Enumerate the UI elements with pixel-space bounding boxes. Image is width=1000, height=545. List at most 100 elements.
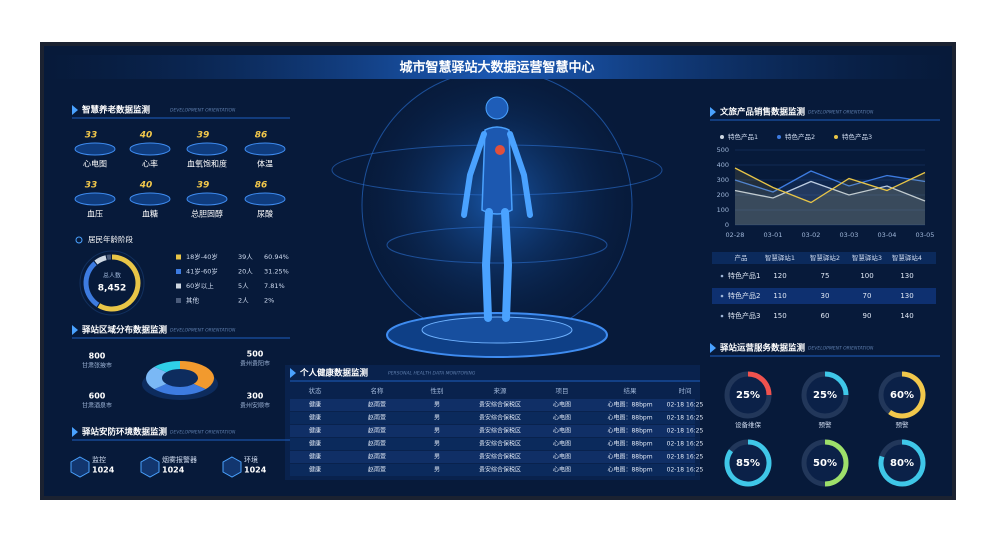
row-bullet <box>720 294 724 298</box>
metric-disc <box>244 142 286 156</box>
gauge-label: 60% <box>890 390 914 401</box>
table-row <box>290 412 695 424</box>
column-header: 名称 <box>371 386 385 395</box>
metric-disc <box>74 192 116 206</box>
y-tick-label: 100 <box>717 206 729 214</box>
age-segment <box>97 254 141 312</box>
table-cell: 60 <box>821 312 830 320</box>
legend-dot <box>720 135 724 139</box>
table-cell: 贵安综合保税区 <box>479 427 521 435</box>
line <box>734 170 926 193</box>
y-tick-label: 500 <box>717 146 729 154</box>
security-name: 烟雾报警器 <box>162 455 197 464</box>
table-cell: 心电图 <box>553 427 571 435</box>
table-cell: 心电图 <box>553 466 571 474</box>
column-header: 来源 <box>494 386 508 395</box>
table-cell: 02-18 16:25 <box>667 441 704 448</box>
column-header: 时间 <box>679 386 692 395</box>
table-cell: 心电图：88bpm <box>607 414 652 422</box>
line <box>734 167 926 204</box>
table-cell: 心电图：88bpm <box>607 466 652 474</box>
legend-dot <box>834 135 838 139</box>
legend-label: 特色产品3 <box>842 132 872 141</box>
platform <box>421 316 573 344</box>
table-cell: 贵安综合保税区 <box>479 453 521 461</box>
section-title: 文旅产品销售数据监测 <box>720 107 806 118</box>
table-cell: 心电图 <box>553 414 571 422</box>
table-cell: 赵雨萱 <box>368 440 386 448</box>
metric-label: 体温 <box>257 159 273 169</box>
header-icon <box>72 427 78 437</box>
table-cell: 赵雨萱 <box>368 414 386 422</box>
total-value: 8,452 <box>98 284 126 294</box>
legend-swatch <box>176 283 181 289</box>
y-tick-label: 300 <box>717 176 729 184</box>
metric-value: 40 <box>139 131 153 141</box>
section-title: 驿站运营服务数据监测 <box>720 343 806 354</box>
table-cell: 健康 <box>309 466 321 474</box>
security-icon <box>222 456 242 478</box>
table-cell: 02-18 16:25 <box>667 467 704 474</box>
metric-label: 总胆固醇 <box>191 209 223 219</box>
table-cell: 健康 <box>309 453 321 461</box>
legend-swatch <box>176 254 181 260</box>
table-cell: 男 <box>434 454 440 461</box>
metric-label: 尿酸 <box>257 209 273 219</box>
legend-label: 特色产品2 <box>785 132 815 141</box>
age-name: 18岁-40岁 <box>186 252 218 261</box>
metric-value: 86 <box>255 131 268 141</box>
region-name: 贵州贵阳市 <box>240 360 270 368</box>
section-subtitle: PERSONAL HEALTH DATA MONITORING <box>388 371 476 377</box>
section-subtitle: DEVELOPMENT ORIENTATION <box>170 430 236 436</box>
bullet <box>75 236 83 244</box>
table-cell: 特色产品3 <box>728 311 760 320</box>
section-title: 智慧养老数据监测 <box>81 105 151 116</box>
age-percent: 31.25% <box>264 268 289 276</box>
table-row <box>712 288 936 304</box>
age-percent: 7.81% <box>264 282 285 290</box>
gauge-arc <box>878 439 926 487</box>
security-name: 环境 <box>244 455 258 464</box>
page-title: 城市智慧驿站大数据运营智慧中心 <box>399 60 594 76</box>
region-value: 600 <box>89 392 106 401</box>
header-icon <box>710 343 716 353</box>
table-cell: 120 <box>773 272 786 280</box>
y-tick-label: 0 <box>725 221 729 229</box>
table-cell: 贵安综合保税区 <box>479 440 521 448</box>
header-icon <box>72 105 78 115</box>
security-icon <box>70 456 90 478</box>
table-cell: 健康 <box>309 440 321 448</box>
column-header: 项目 <box>556 387 569 395</box>
section-subtitle: DEVELOPMENT ORIENTATION <box>170 328 236 334</box>
table-cell: 赵雨萱 <box>368 401 386 409</box>
table-cell: 130 <box>900 272 913 280</box>
age-count: 39人 <box>238 253 253 261</box>
metric-label: 血压 <box>87 209 103 219</box>
table-cell: 02-18 16:25 <box>667 428 704 435</box>
table-row <box>290 399 695 411</box>
section-subtitle: DEVELOPMENT ORIENTATION <box>808 346 874 352</box>
y-tick-label: 200 <box>717 191 729 199</box>
table-header <box>712 252 936 264</box>
region-name: 甘肃张掖市 <box>82 362 112 370</box>
region-name: 甘肃酒泉市 <box>82 402 112 410</box>
metric-disc <box>186 142 228 156</box>
metric-value: 86 <box>255 181 268 191</box>
table-cell: 贵安综合保税区 <box>479 401 521 409</box>
table-cell: 心电图 <box>553 401 571 409</box>
table-row <box>290 425 695 437</box>
table-cell: 健康 <box>309 401 321 409</box>
table-cell: 赵雨萱 <box>368 466 386 474</box>
section-title: 个人健康数据监测 <box>299 368 369 379</box>
x-tick-label: 03-01 <box>764 231 783 239</box>
row-bullet <box>720 314 724 318</box>
table-cell: 心电图：88bpm <box>607 401 652 409</box>
security-icon <box>140 456 160 478</box>
metric-disc <box>244 192 286 206</box>
security-name: 监控 <box>92 455 106 464</box>
metric-value: 33 <box>85 181 98 191</box>
age-count: 5人 <box>238 282 249 290</box>
table-cell: 男 <box>434 402 440 409</box>
table-row <box>290 451 695 463</box>
metric-value: 40 <box>139 181 153 191</box>
